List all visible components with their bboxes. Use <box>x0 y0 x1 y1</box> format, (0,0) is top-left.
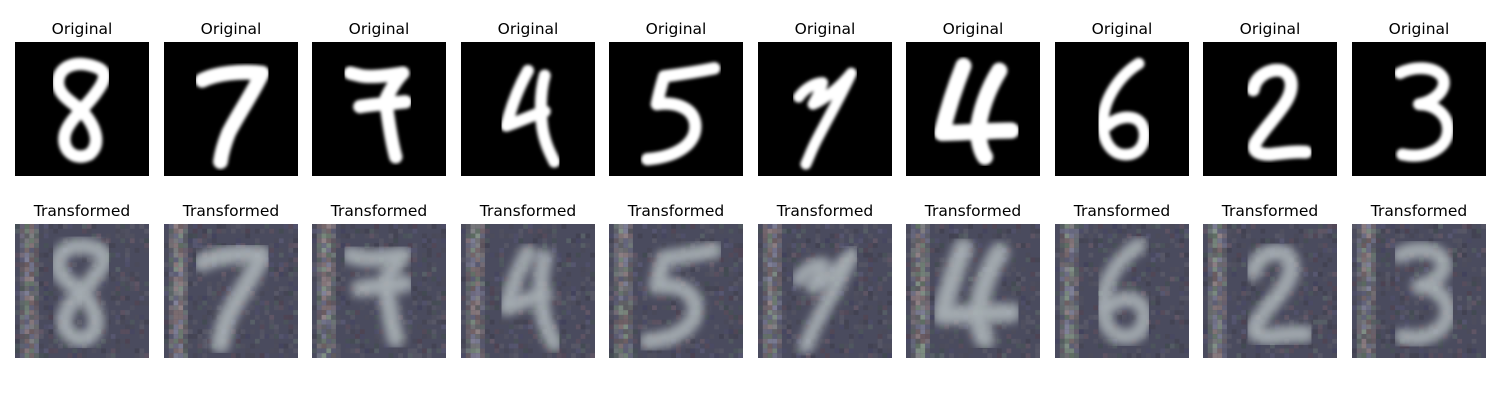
digit-image-7 <box>758 42 892 176</box>
digit-graphic <box>758 224 892 358</box>
transformed-title: Transformed <box>182 202 280 220</box>
digit-image-5 <box>609 42 743 176</box>
digit-image-4 <box>461 42 595 176</box>
digit-graphic <box>906 224 1040 358</box>
digit-graphic <box>164 224 298 358</box>
transformed-title: Transformed <box>479 202 577 220</box>
digit-image-7 <box>758 224 892 358</box>
digit-graphic <box>1352 42 1486 176</box>
digit-graphic <box>1055 224 1189 358</box>
digit-graphic <box>1203 224 1337 358</box>
transformed-title: Transformed <box>33 202 131 220</box>
digit-image-8 <box>15 224 149 358</box>
digit-graphic <box>15 42 149 176</box>
transformed-title: Transformed <box>1221 202 1319 220</box>
digit-image-2 <box>1203 224 1337 358</box>
original-title: Original <box>348 20 410 38</box>
digit-graphic <box>1352 224 1486 358</box>
transformed-title: Transformed <box>1073 202 1171 220</box>
digit-graphic <box>312 42 446 176</box>
transformed-title: Transformed <box>1370 202 1468 220</box>
digit-image-4 <box>906 224 1040 358</box>
digit-graphic <box>15 224 149 358</box>
digit-graphic <box>758 42 892 176</box>
transformed-title: Transformed <box>776 202 874 220</box>
digit-graphic <box>461 224 595 358</box>
digit-graphic <box>1203 42 1337 176</box>
original-title: Original <box>51 20 113 38</box>
digit-image-8 <box>15 42 149 176</box>
transformed-title: Transformed <box>627 202 725 220</box>
original-title: Original <box>200 20 262 38</box>
original-title: Original <box>794 20 856 38</box>
transformed-title: Transformed <box>330 202 428 220</box>
digit-graphic <box>164 42 298 176</box>
digit-graphic <box>609 42 743 176</box>
digit-image-7 <box>312 42 446 176</box>
digit-image-7 <box>164 42 298 176</box>
original-title: Original <box>497 20 559 38</box>
digit-image-5 <box>609 224 743 358</box>
original-title: Original <box>1388 20 1450 38</box>
digit-image-7 <box>312 224 446 358</box>
original-title: Original <box>942 20 1004 38</box>
digit-image-3 <box>1352 42 1486 176</box>
digit-graphic <box>906 42 1040 176</box>
digit-image-7 <box>164 224 298 358</box>
digit-image-4 <box>461 224 595 358</box>
digit-image-4 <box>906 42 1040 176</box>
digit-image-3 <box>1352 224 1486 358</box>
digit-image-2 <box>1203 42 1337 176</box>
digit-graphic <box>609 224 743 358</box>
digit-graphic <box>1055 42 1189 176</box>
transformed-title: Transformed <box>924 202 1022 220</box>
digit-graphic <box>461 42 595 176</box>
original-title: Original <box>1091 20 1153 38</box>
digit-image-6 <box>1055 224 1189 358</box>
original-title: Original <box>1239 20 1301 38</box>
original-title: Original <box>645 20 707 38</box>
digit-image-6 <box>1055 42 1189 176</box>
digit-graphic <box>312 224 446 358</box>
